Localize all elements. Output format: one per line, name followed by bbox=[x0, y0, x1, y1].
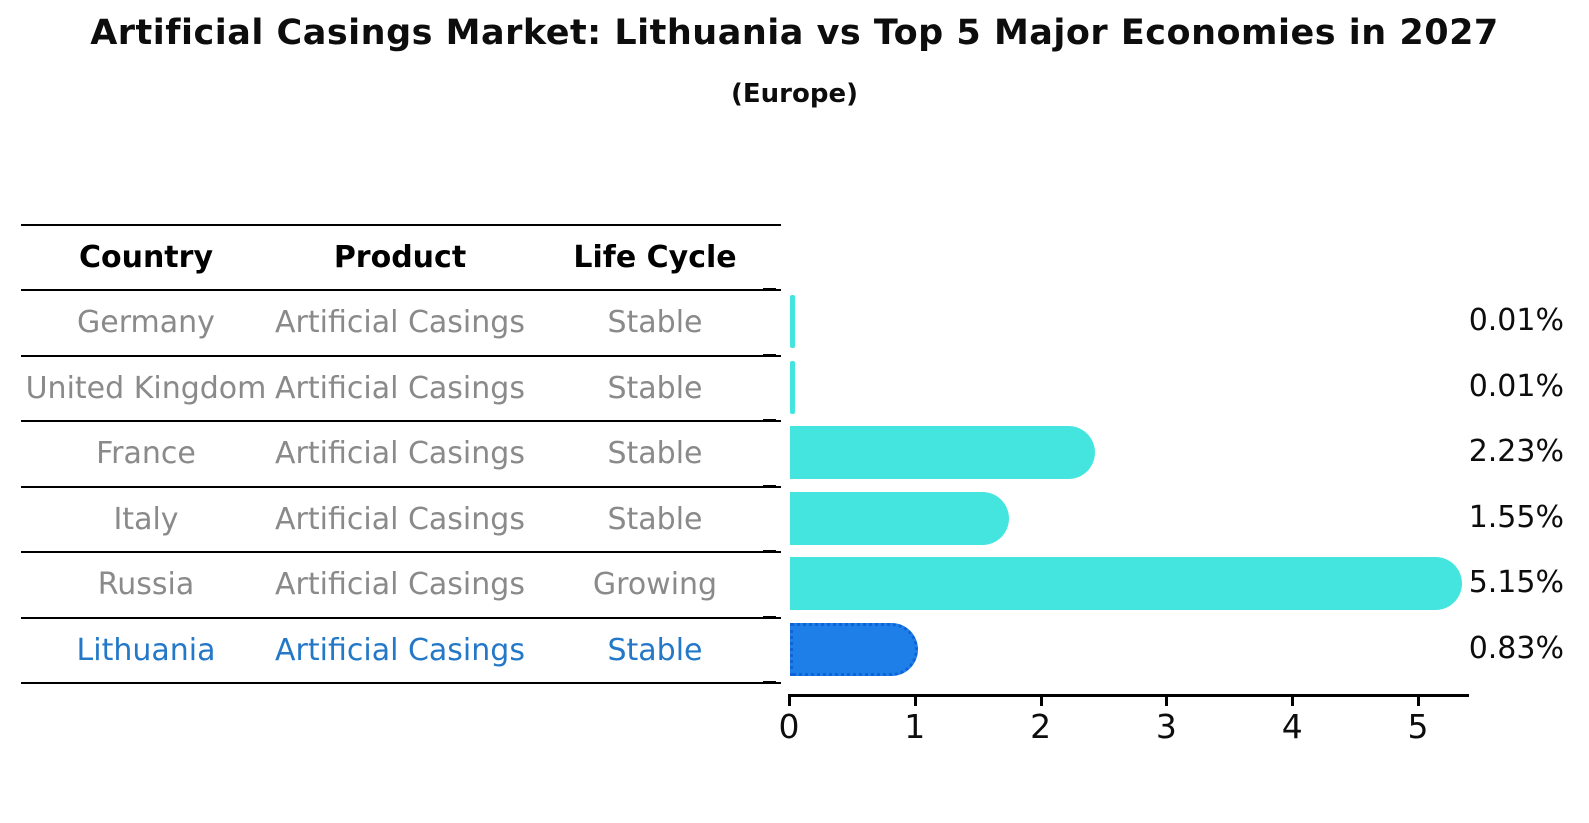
cell-country: Lithuania bbox=[76, 632, 216, 668]
cell-life-cycle: Stable bbox=[607, 632, 703, 668]
bar bbox=[790, 557, 1462, 610]
bar bbox=[790, 360, 795, 414]
cell-life-cycle: Stable bbox=[607, 436, 703, 472]
table-row: Lithuania Artificial Casings Stable bbox=[21, 619, 781, 684]
column-header-country: Country bbox=[78, 240, 214, 275]
cell-product: Artificial Casings bbox=[275, 436, 525, 472]
table-row: France Artificial Casings Stable bbox=[21, 422, 781, 488]
x-axis-tick-label: 4 bbox=[1281, 707, 1303, 746]
y-axis-tick bbox=[763, 681, 776, 684]
bar-value-label: 5.15% bbox=[1468, 565, 1564, 600]
y-axis-tick bbox=[763, 550, 776, 553]
table-row: Russia Artificial Casings Growing bbox=[21, 553, 781, 619]
table-row: United Kingdom Artificial Casings Stable bbox=[21, 357, 781, 422]
x-axis-tick-label: 2 bbox=[1030, 707, 1052, 746]
cell-country: France bbox=[96, 436, 196, 472]
y-axis-tick bbox=[763, 484, 776, 488]
y-axis-tick bbox=[763, 353, 776, 357]
x-axis-tick bbox=[1165, 697, 1169, 706]
cell-product: Artificial Casings bbox=[275, 567, 525, 603]
bar bbox=[790, 491, 1009, 545]
cell-country: United Kingdom bbox=[25, 370, 267, 406]
country-table: Country Product Life Cycle Germany Artifi… bbox=[21, 224, 781, 684]
y-axis-tick bbox=[763, 615, 776, 619]
x-axis-line bbox=[788, 694, 1469, 697]
bar-value-label: 0.01% bbox=[1468, 303, 1564, 338]
x-axis-tick bbox=[1417, 697, 1420, 706]
cell-life-cycle: Stable bbox=[607, 501, 703, 537]
bar bbox=[790, 295, 795, 348]
column-header-product: Product bbox=[333, 240, 467, 275]
bar-value-label: 2.23% bbox=[1468, 434, 1564, 469]
table-row: Germany Artificial Casings Stable bbox=[21, 291, 781, 357]
cell-product: Artificial Casings bbox=[275, 370, 525, 406]
x-axis-tick-label: 5 bbox=[1407, 707, 1429, 746]
cell-life-cycle: Stable bbox=[607, 305, 703, 341]
table-header-row: Country Product Life Cycle bbox=[21, 226, 781, 291]
table-body: Germany Artificial Casings Stable United Ki… bbox=[21, 291, 781, 684]
cell-product: Artificial Casings bbox=[275, 501, 525, 537]
chart-title: Artificial Casings Market: Lithuania vs … bbox=[90, 13, 1499, 53]
cell-product: Artificial Casings bbox=[275, 305, 525, 341]
cell-life-cycle: Growing bbox=[592, 567, 718, 603]
y-axis-tick bbox=[763, 419, 776, 422]
x-axis-tick bbox=[1291, 697, 1295, 706]
bar-value-label: 0.01% bbox=[1468, 368, 1564, 404]
x-axis-tick bbox=[788, 697, 791, 706]
cell-country: Germany bbox=[77, 305, 215, 341]
bar-value-label: 0.83% bbox=[1468, 630, 1564, 666]
column-header-life-cycle: Life Cycle bbox=[573, 240, 737, 275]
cell-product: Artificial Casings bbox=[275, 632, 525, 668]
chart-subtitle: (Europe) bbox=[731, 79, 858, 109]
y-axis-tick bbox=[763, 288, 776, 291]
cell-country: Italy bbox=[113, 501, 179, 537]
table-row: Italy Artificial Casings Stable bbox=[21, 488, 781, 553]
x-axis-tick-label: 1 bbox=[904, 707, 926, 746]
cell-life-cycle: Stable bbox=[607, 370, 703, 406]
x-axis-tick bbox=[913, 697, 917, 706]
cell-country: Russia bbox=[97, 567, 195, 603]
x-axis-tick-label: 3 bbox=[1155, 707, 1177, 746]
bar-value-label: 1.55% bbox=[1468, 499, 1564, 535]
x-axis-tick bbox=[1039, 697, 1043, 706]
bar bbox=[790, 426, 1095, 479]
bar bbox=[790, 622, 918, 676]
x-axis-tick-label: 0 bbox=[778, 707, 800, 746]
